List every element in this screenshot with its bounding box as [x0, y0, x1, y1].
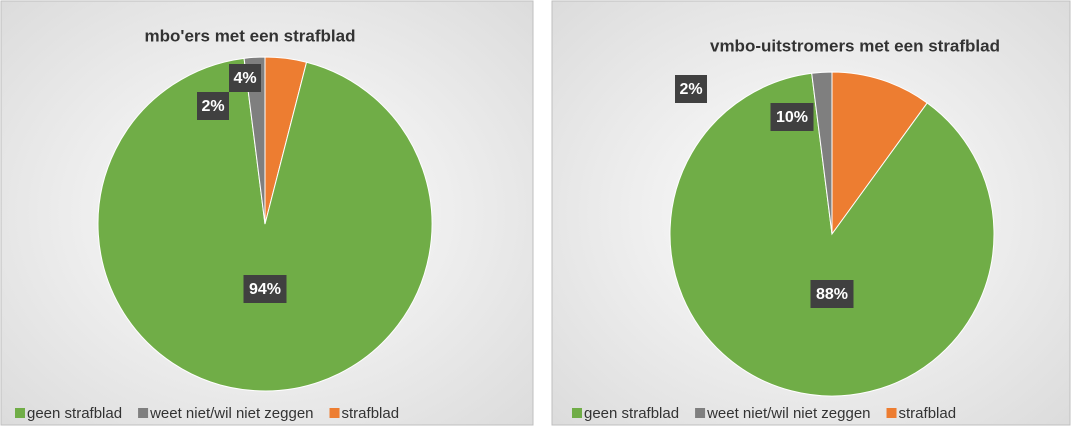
data-label: 2% — [201, 98, 224, 115]
data-label-box — [770, 103, 814, 131]
legend-label: weet niet/wil niet zeggen — [706, 405, 870, 422]
data-label-box — [810, 280, 854, 308]
data-label: 10% — [776, 109, 808, 126]
pie-slice — [97, 57, 433, 392]
data-label-box — [197, 92, 229, 120]
pie-slice — [831, 71, 928, 236]
data-label-box — [243, 275, 287, 303]
pie-slice — [669, 72, 995, 397]
chart-title: vmbo-uitstromers met een strafblad — [710, 36, 1000, 55]
legend-label: geen strafblad — [27, 405, 122, 422]
legend-label: geen strafblad — [584, 405, 679, 422]
pie-slice — [243, 56, 266, 225]
data-label-box — [229, 64, 261, 92]
legend-swatch — [886, 408, 897, 418]
data-label: 88% — [816, 286, 848, 303]
data-label: 94% — [249, 281, 281, 298]
legend-swatch — [138, 408, 149, 418]
legend-label: strafblad — [342, 405, 400, 422]
pie-slice — [811, 71, 833, 235]
legend-swatch — [695, 408, 706, 418]
chart-title: mbo'ers met een strafblad — [145, 26, 356, 45]
legend-swatch — [329, 408, 340, 418]
legend-label: strafblad — [899, 405, 957, 422]
legend-label: weet niet/wil niet zeggen — [149, 405, 313, 422]
legend-swatch — [15, 408, 25, 418]
data-label: 2% — [679, 81, 702, 98]
data-label: 4% — [233, 70, 256, 87]
data-label-box — [675, 75, 707, 103]
legend-swatch — [572, 408, 582, 418]
